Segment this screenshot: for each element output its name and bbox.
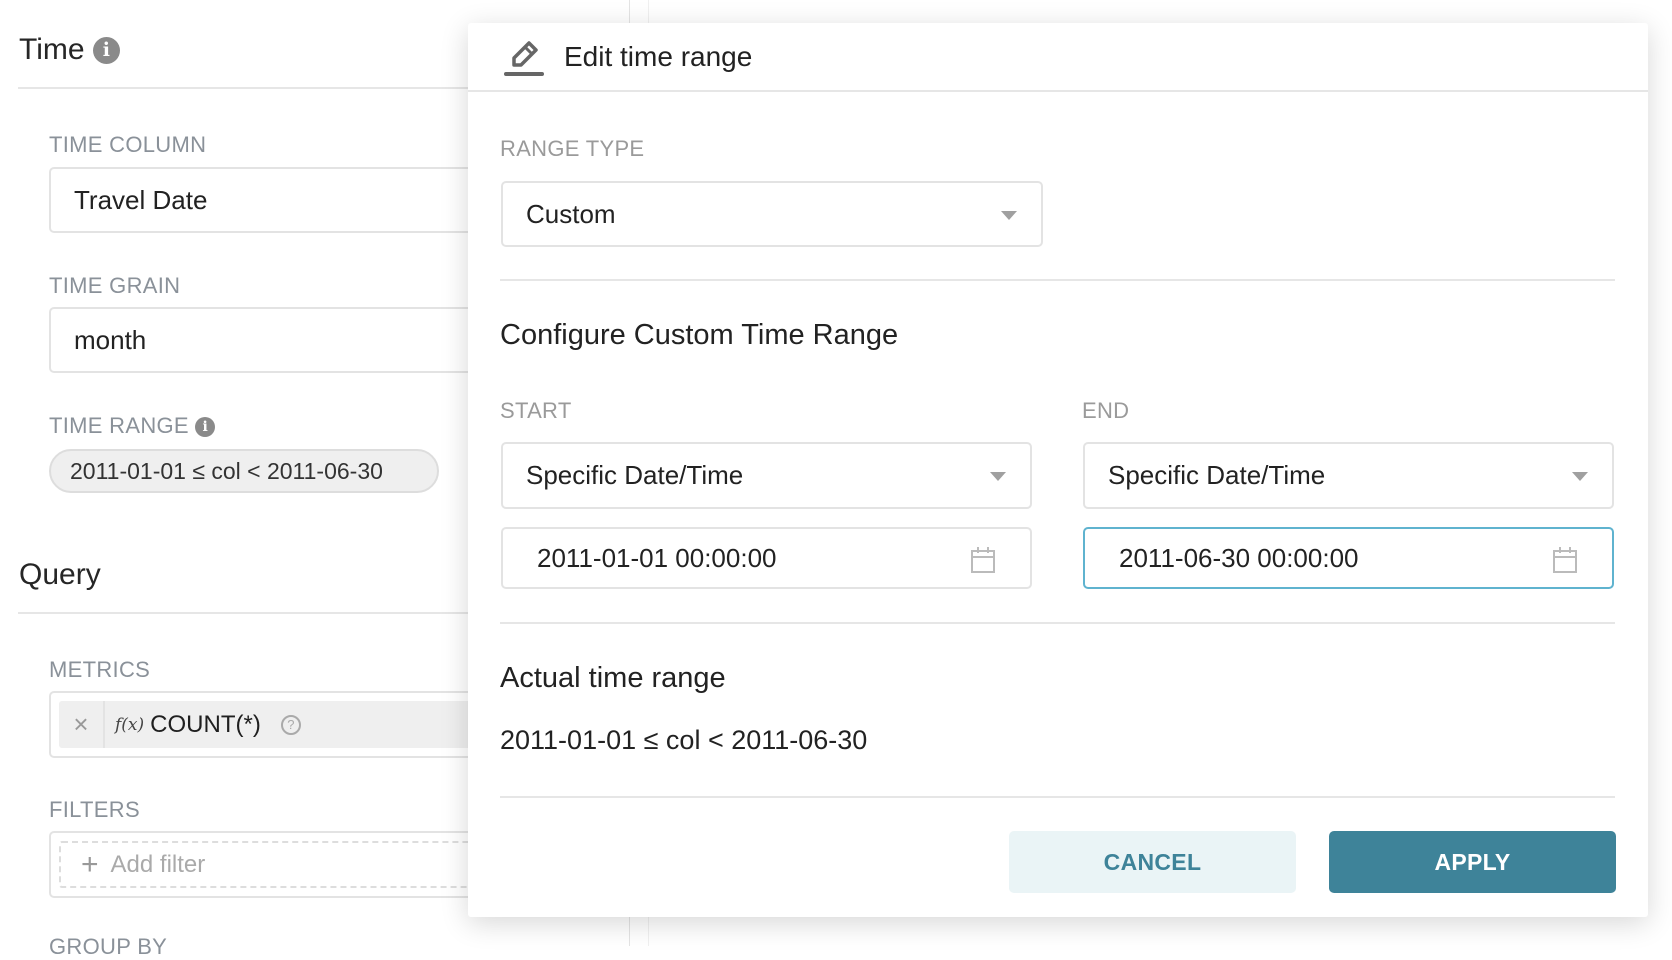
cancel-button[interactable]: CANCEL [1009, 831, 1296, 893]
range-type-select[interactable]: Custom [501, 181, 1043, 247]
time-grain-select[interactable]: month [49, 307, 489, 373]
chevron-down-icon [990, 472, 1006, 481]
apply-button[interactable]: APPLY [1329, 831, 1616, 893]
function-icon: f(x) [115, 714, 145, 735]
time-grain-label: TIME GRAIN [49, 273, 181, 298]
section-title-query: Query [19, 558, 101, 591]
end-date-input[interactable]: 2011-06-30 00:00:00 [1083, 527, 1614, 589]
edit-time-range-popover: Edit time range RANGE TYPE Custom Config… [468, 23, 1648, 917]
info-icon[interactable]: i [195, 417, 216, 437]
divider [500, 279, 1615, 281]
divider [18, 612, 478, 614]
actual-range-title: Actual time range [500, 662, 726, 694]
metric-chip[interactable]: × f(x) COUNT(*) ? [59, 701, 499, 748]
configure-title: Configure Custom Time Range [500, 319, 899, 351]
calendar-icon[interactable] [970, 546, 996, 574]
divider [500, 622, 1615, 624]
time-range-pill[interactable]: 2011-01-01 ≤ col < 2011-06-30 [49, 449, 439, 493]
range-type-label: RANGE TYPE [500, 136, 645, 161]
start-date-input[interactable]: 2011-01-01 00:00:00 [501, 527, 1032, 589]
divider [468, 90, 1648, 92]
start-label: START [500, 398, 572, 423]
actual-range-value: 2011-01-01 ≤ col < 2011-06-30 [500, 725, 868, 755]
end-mode-select[interactable]: Specific Date/Time [1083, 442, 1614, 509]
chevron-down-icon [1001, 211, 1017, 220]
calendar-icon[interactable] [1552, 546, 1578, 574]
metrics-label: METRICS [49, 657, 151, 682]
chevron-down-icon [1572, 472, 1588, 481]
help-icon[interactable]: ? [280, 714, 301, 735]
time-column-label: TIME COLUMN [49, 132, 207, 157]
end-label: END [1082, 398, 1130, 423]
divider [500, 796, 1615, 798]
filters-box: + Add filter [49, 831, 499, 898]
start-mode-select[interactable]: Specific Date/Time [501, 442, 1032, 509]
remove-metric-icon[interactable]: × [59, 701, 105, 748]
filters-label: FILTERS [49, 797, 140, 822]
metric-label: COUNT(*) [150, 710, 261, 738]
edit-icon [504, 41, 544, 76]
divider [18, 87, 478, 89]
metrics-box[interactable]: × f(x) COUNT(*) ? [49, 691, 499, 758]
plus-icon: + [81, 847, 99, 881]
add-filter-button[interactable]: + Add filter [59, 841, 499, 888]
modal-title: Edit time range [564, 41, 753, 72]
time-column-select[interactable]: Travel Date [49, 167, 489, 233]
group-by-label: GROUP BY [49, 934, 168, 959]
section-title-time: Time i [19, 33, 120, 67]
time-range-label: TIME RANGE i [49, 413, 216, 439]
info-icon[interactable]: i [92, 37, 120, 64]
